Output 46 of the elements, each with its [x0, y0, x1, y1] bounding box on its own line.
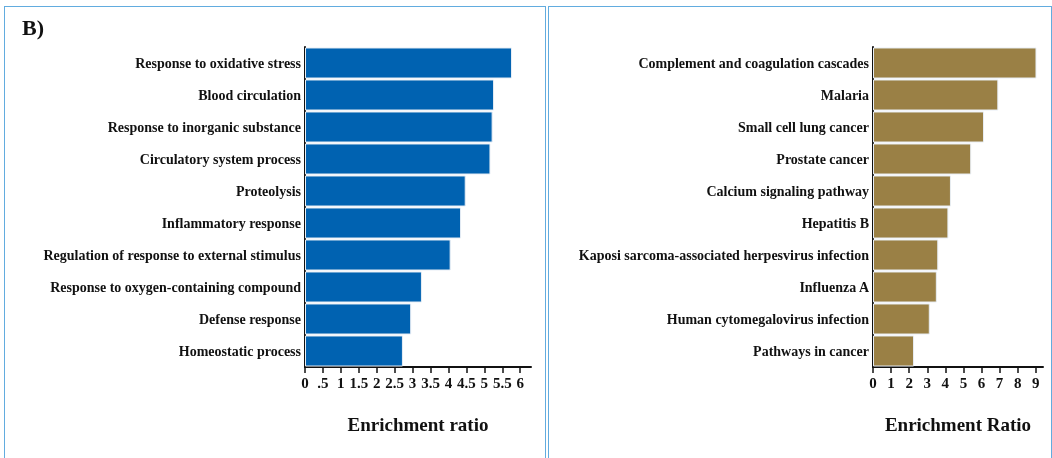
x-tick-label: 2 [905, 374, 913, 391]
x-tick-label: 5.5 [492, 374, 512, 391]
y-tick-label: Human cytomegalovirus infection [666, 311, 870, 327]
y-tick-label: Calcium signaling pathway [706, 183, 869, 199]
x-tick-label: 4 [941, 374, 950, 391]
x-tick-label: 6 [977, 374, 986, 391]
x-tick-label: 5 [959, 374, 968, 391]
text: B) [22, 14, 44, 40]
x-tick-label: 1 [887, 374, 895, 391]
y-tick-label: Small cell lung cancer [737, 119, 869, 135]
x-tick-label: 9 [1032, 374, 1040, 391]
x-axis-title: Enrichment ratio [347, 414, 489, 435]
x-tick-label: 3 [923, 374, 932, 391]
y-tick-label: Prostate cancer [776, 151, 869, 167]
x-tick-label: 2 [373, 374, 381, 391]
y-tick-label: Circulatory system process [139, 151, 302, 167]
y-tick-label: Response to oxygen-containing compound [50, 279, 302, 295]
y-tick-label: Pathways in cancer [753, 343, 869, 359]
y-tick-label: Blood circulation [198, 87, 302, 103]
x-tick-label: .5 [317, 374, 329, 391]
x-axis-title: Enrichment Ratio [884, 414, 1032, 435]
y-tick-label: Defense response [198, 311, 301, 327]
x-tick-label: 0 [869, 374, 877, 391]
y-tick-label: Proteolysis [235, 183, 302, 199]
y-tick-label: Inflammatory response [161, 215, 301, 231]
y-tick-label: Regulation of response to external stimulus [43, 247, 302, 263]
x-tick-label: 3.5 [421, 374, 440, 391]
y-tick-label: Response to oxidative stress [135, 55, 302, 71]
x-tick-label: 1.5 [349, 374, 369, 391]
x-tick-label: 6 [516, 374, 525, 391]
y-tick-label: Response to inorganic substance [107, 119, 301, 135]
y-tick-label: Influenza A [799, 279, 870, 295]
x-tick-label: 2.5 [385, 374, 405, 391]
x-tick-label: 8 [1013, 374, 1022, 391]
x-tick-label: 4 [444, 374, 453, 391]
x-tick-label: 5 [480, 374, 489, 391]
x-tick-label: 4.5 [457, 374, 476, 391]
x-tick-label: 7 [995, 374, 1004, 391]
x-tick-label: 3 [408, 374, 417, 391]
y-tick-label: Malaria [820, 87, 869, 103]
y-tick-label: Homeostatic process [178, 343, 302, 359]
y-tick-label: Complement and coagulation cascades [638, 55, 870, 71]
y-tick-label: Kaposi sarcoma-associated herpesvirus infection [578, 247, 870, 263]
x-tick-label: 1 [337, 374, 345, 391]
y-tick-label: Hepatitis B [801, 215, 869, 231]
x-tick-label: 0 [301, 374, 309, 391]
